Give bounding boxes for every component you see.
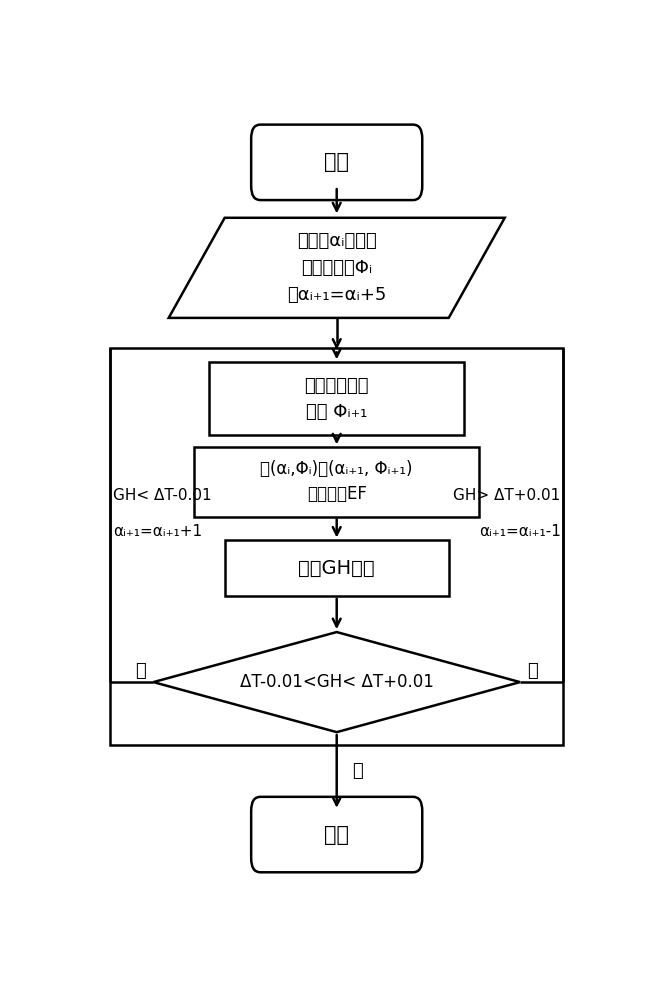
Polygon shape <box>169 218 505 318</box>
Text: ΔT-0.01<GH< ΔT+0.01: ΔT-0.01<GH< ΔT+0.01 <box>240 673 434 691</box>
Text: 矩电机角度Φᵢ: 矩电机角度Φᵢ <box>301 259 373 277</box>
FancyBboxPatch shape <box>251 125 422 200</box>
Text: 否: 否 <box>527 662 538 680</box>
Text: αᵢ₊₁=αᵢ₊₁-1: αᵢ₊₁=αᵢ₊₁-1 <box>479 524 560 539</box>
Polygon shape <box>154 632 520 732</box>
FancyBboxPatch shape <box>251 797 422 872</box>
Text: 开始: 开始 <box>324 152 350 172</box>
Bar <box>110 348 563 745</box>
Text: 是: 是 <box>352 762 363 780</box>
Text: αᵢ₊₁=αᵢ₊₁+1: αᵢ₊₁=αᵢ₊₁+1 <box>113 524 202 539</box>
Text: 角度 Φᵢ₊₁: 角度 Φᵢ₊₁ <box>306 403 367 421</box>
Text: 结束: 结束 <box>324 825 350 845</box>
Bar <box>194 447 480 517</box>
Text: 求解GH长度: 求解GH长度 <box>298 559 375 578</box>
Text: GH> ΔT+0.01: GH> ΔT+0.01 <box>453 488 560 503</box>
Text: 计算在αᵢ点的力: 计算在αᵢ点的力 <box>297 232 376 250</box>
Text: 计算力矩电机: 计算力矩电机 <box>304 377 369 395</box>
Text: 否: 否 <box>135 662 147 680</box>
Text: 令αᵢ₊₁=αᵢ+5: 令αᵢ₊₁=αᵢ+5 <box>287 286 386 304</box>
Text: 以(αᵢ,Φᵢ)和(αᵢ₊₁, Φᵢ₊₁): 以(αᵢ,Φᵢ)和(αᵢ₊₁, Φᵢ₊₁) <box>260 460 413 478</box>
Bar <box>225 540 449 596</box>
Bar <box>210 362 464 435</box>
Text: GH< ΔT-0.01: GH< ΔT-0.01 <box>113 488 212 503</box>
Text: 拟合直线EF: 拟合直线EF <box>307 485 367 503</box>
